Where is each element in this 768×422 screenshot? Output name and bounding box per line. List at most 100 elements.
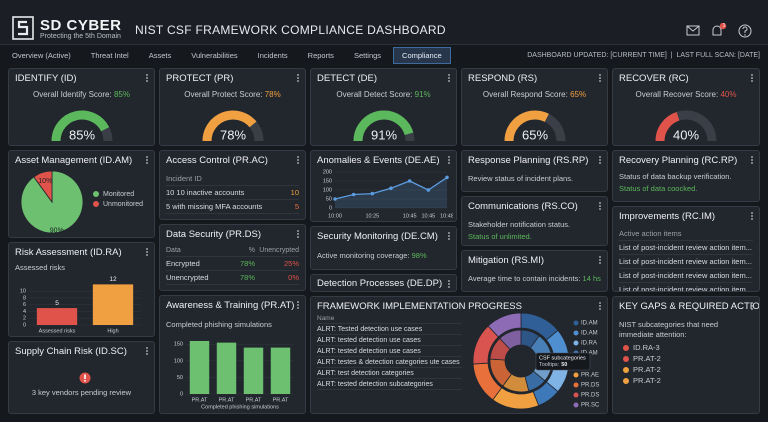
gap-dot — [623, 355, 629, 362]
panel: Recovery Planning (RC.RP) Status of data… — [612, 150, 760, 202]
column-header: Incident ID — [166, 172, 299, 186]
logo-icon — [12, 16, 34, 40]
gauge-value — [353, 110, 414, 142]
bar — [243, 347, 264, 394]
text: 3 key vendors pending review — [31, 388, 132, 397]
nav-tab[interactable]: Settings — [353, 50, 382, 60]
panel: IDENTIFY (ID) Overall Identify Score: 85%… — [8, 68, 155, 146]
bar — [216, 342, 237, 394]
x-tick-label: High — [107, 328, 118, 334]
legend-label: PR.SC — [581, 403, 600, 409]
text: Review status of incident plans. — [468, 174, 574, 183]
gauge-label: 78% — [220, 127, 246, 142]
tagline: Protecting the 5th Domain — [40, 33, 121, 40]
gauge: 78% — [202, 110, 264, 142]
legend-swatch — [573, 372, 579, 378]
line-area — [335, 177, 447, 208]
bar — [36, 308, 78, 325]
score-line: Overall Respond Score: 65% — [468, 90, 601, 99]
subtitle: Assessed risks — [15, 263, 66, 272]
table-row: Encrypted 78% 25% — [166, 257, 299, 271]
nav-tab[interactable]: Assets — [148, 50, 172, 60]
bell-icon[interactable] — [712, 23, 727, 36]
score-value: 91% — [414, 90, 431, 99]
panel-title: Response Planning (RS.RP) — [468, 155, 589, 166]
score-line: Overall Identify Score: 85% — [15, 90, 148, 99]
legend-swatch — [573, 330, 579, 336]
row-label: 10 10 inactive accounts — [166, 188, 245, 197]
nav-tab[interactable]: Vulnerabilities — [191, 50, 238, 60]
updated: DASHBOARD UPDATED: [CURRENT TIME] — [527, 51, 667, 59]
notification-badge: 1 — [722, 23, 726, 29]
unencrypted: 25% — [283, 259, 299, 268]
nav-tab[interactable]: Incidents — [257, 50, 288, 60]
panel-title: DETECT (DE) — [317, 73, 377, 84]
x-tick-label: Assessed risks — [39, 328, 76, 334]
nav-tab[interactable]: Reports — [307, 50, 334, 60]
pie-label: 10% — [38, 178, 52, 185]
x-tick-label: 10:00 — [328, 213, 342, 219]
score-value: 85% — [113, 90, 130, 99]
panel: KEY GAPS & REQUIRED ACTIONS NIST subcate… — [612, 296, 760, 414]
list: List of post-incident review action item… — [619, 241, 753, 291]
help-icon[interactable] — [738, 24, 752, 38]
percent: 78% — [239, 259, 255, 268]
nav-tab[interactable]: Overview (Active) — [12, 50, 71, 60]
y-tick-label: 150 — [174, 342, 183, 348]
list: Name ALRT: Tested detection use cases ALR… — [317, 315, 462, 390]
panel: Anomalies & Events (DE.AE) 0 50 100 150 200 1… — [310, 150, 457, 222]
column-header: Name — [317, 315, 462, 324]
pie-slice — [33, 170, 53, 204]
nav-tab[interactable]: Threat Intel — [90, 50, 129, 60]
label: Active monitoring coverage: — [317, 251, 410, 260]
value: 98% — [411, 251, 427, 260]
table-row: Unencrypted 78% 0% — [166, 271, 299, 285]
panel: Improvements (RC.IM) Active action items… — [612, 206, 760, 292]
panel-title: Security Monitoring (DE.CM) — [317, 231, 438, 242]
line-point — [407, 179, 412, 183]
nav-tab[interactable]: Compliance — [393, 46, 451, 64]
mail-icon[interactable] — [686, 25, 700, 36]
line-point — [351, 192, 356, 197]
x-tick-label: PR.AT — [219, 397, 235, 403]
gap-dot — [623, 377, 629, 384]
legend-label: ID.RA — [581, 341, 597, 347]
panel-title: IDENTIFY (ID) — [15, 73, 77, 84]
gap-item: PR.AT-2 — [623, 376, 753, 385]
bar — [270, 347, 291, 394]
text: NIST subcategories that need immediate a… — [619, 320, 719, 339]
list-item: ALRT: test detection categories — [317, 368, 462, 379]
y-tick-label: 200 — [323, 169, 332, 175]
pie-chart: 90% 10% — [20, 170, 84, 235]
y-tick-label: 0 — [329, 205, 332, 211]
legend-item: Monitored — [93, 191, 143, 198]
gap-label: PR.AT-2 — [633, 364, 661, 374]
value: 14 hs — [582, 274, 601, 283]
y-tick-label: 6 — [23, 302, 26, 308]
panel-title: KEY GAPS & REQUIRED ACTIONS — [619, 301, 760, 312]
line-point — [370, 191, 375, 196]
panel-title: Detection Processes (DE.DP) — [317, 278, 443, 289]
legend-label: ID.AM — [581, 331, 598, 337]
y-tick-label: 2 — [23, 316, 26, 322]
table: Data% Unencrypted Encrypted 78% 25% Unencrypt… — [166, 245, 299, 285]
gauge: 40% — [655, 110, 717, 142]
legend-label: Unmonitored — [103, 201, 144, 208]
gauge-value — [504, 110, 549, 142]
legend-swatch — [573, 392, 579, 398]
panel: FRAMEWORK IMPLEMENTATION PROGRESS Name A… — [310, 296, 608, 414]
score-value: 78% — [264, 90, 281, 99]
tooltip-box — [535, 352, 591, 371]
legend-swatch — [573, 402, 579, 408]
column-header: % — [248, 247, 255, 254]
x-axis-label: Completed phishing simulations — [201, 404, 279, 410]
list-item: ALRT: tested detection use cases — [317, 346, 462, 357]
list-item: List of post-incident review action item… — [619, 241, 753, 255]
list-item: ALRT: tested detection subcategories — [317, 379, 462, 390]
legend-swatch — [573, 320, 579, 326]
legend-item: Unmonitored — [93, 201, 143, 208]
panel-title: Data Security (PR.DS) — [166, 229, 262, 240]
gauge-label: 91% — [371, 127, 397, 142]
score-value: 65% — [570, 90, 587, 99]
y-tick-label: 10 — [20, 289, 26, 295]
